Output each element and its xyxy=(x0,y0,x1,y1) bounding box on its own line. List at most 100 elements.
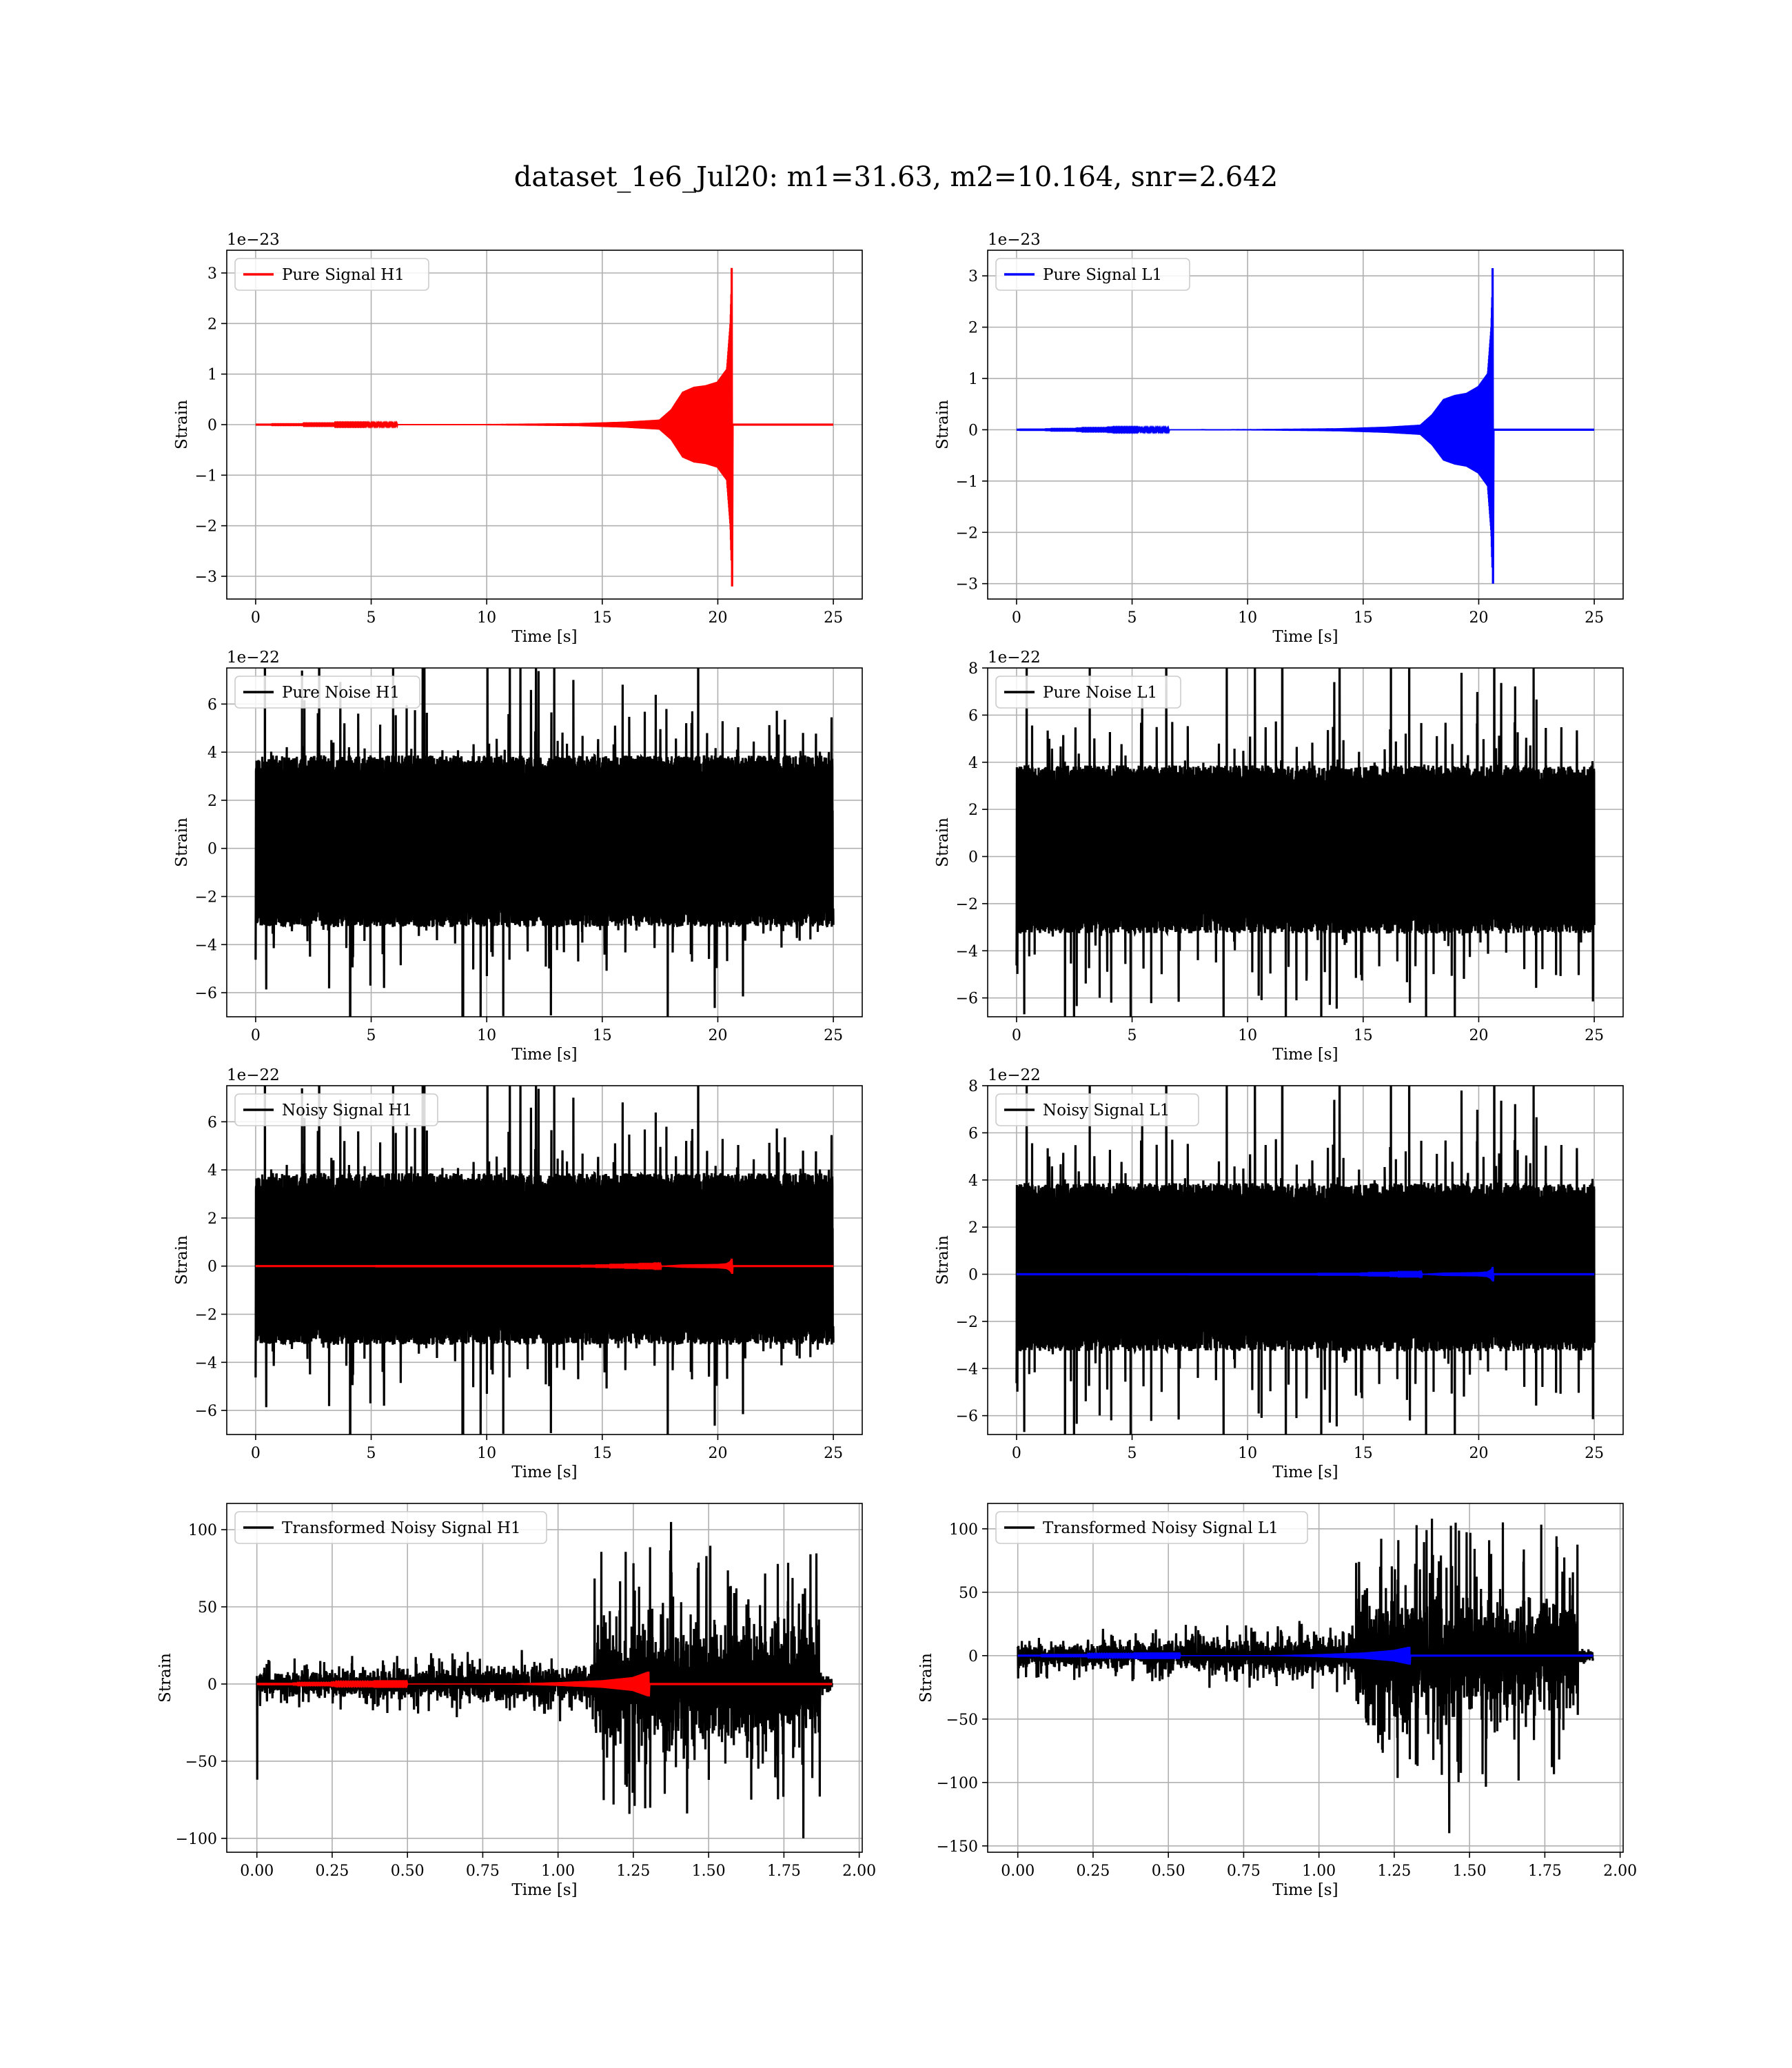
plot-area xyxy=(1017,1519,1594,1834)
x-tick-label: 10 xyxy=(477,609,496,627)
y-tick-label: 6 xyxy=(968,1125,978,1142)
y-tick-label: −1 xyxy=(195,467,217,485)
axis-offset-text: 1e−23 xyxy=(988,231,1041,249)
y-axis-label: Strain xyxy=(156,1653,174,1703)
legend-box xyxy=(234,258,429,291)
y-tick-label: −2 xyxy=(195,1307,217,1324)
subplot-noise_l1: 0 5 10 15 20 25 −6 −4 −2 0 2 4 6 8 Time [s] Strain 1e−22… xyxy=(934,649,1624,1064)
series-line-noise xyxy=(254,1086,835,1435)
legend-box xyxy=(995,1093,1199,1126)
x-tick-label: 0.25 xyxy=(1076,1863,1110,1880)
tick-labels: 0 5 10 15 20 25 −3 −2 −1 0 1 2 3 xyxy=(956,268,1605,627)
x-tick-label: 5 xyxy=(367,1027,376,1044)
x-tick-label: 10 xyxy=(1238,1445,1257,1462)
x-tick-label: 10 xyxy=(477,1027,496,1044)
y-tick-label: 6 xyxy=(207,696,217,713)
axis-offset-text: 1e−23 xyxy=(227,231,280,249)
x-tick-label: 25 xyxy=(824,1445,843,1462)
x-tick-label: 1.75 xyxy=(1528,1863,1562,1880)
y-axis-label: Strain xyxy=(934,1235,952,1285)
x-tick-label: 0.00 xyxy=(240,1863,274,1880)
x-tick-label: 0 xyxy=(1012,609,1021,627)
y-tick-label: 0 xyxy=(207,1676,217,1694)
x-tick-label: 15 xyxy=(1354,1027,1373,1044)
x-axis-label: Time [s] xyxy=(511,1881,577,1899)
y-tick-label: 0 xyxy=(207,417,217,434)
y-tick-label: −2 xyxy=(195,518,217,536)
x-axis-label: Time [s] xyxy=(511,1046,577,1064)
y-tick-label: −100 xyxy=(176,1831,217,1848)
axis-offset-text: 1e−22 xyxy=(227,649,280,667)
x-tick-label: 15 xyxy=(1354,1445,1373,1462)
legend: Transformed Noisy Signal H1 xyxy=(234,1511,547,1544)
y-tick-label: 4 xyxy=(207,1162,217,1179)
y-tick-label: 50 xyxy=(198,1599,217,1616)
legend: Pure Noise H1 xyxy=(234,676,420,709)
legend-label: Pure Noise H1 xyxy=(282,684,400,702)
y-tick-label: −2 xyxy=(956,896,978,913)
x-tick-label: 0 xyxy=(251,1445,261,1462)
subplot-sig_h1: 0 5 10 15 20 25 −3 −2 −1 0 1 2 3 Time [s] Strain 1e−23P… xyxy=(173,231,863,646)
legend-box xyxy=(995,676,1181,709)
x-tick-label: 0.25 xyxy=(315,1863,349,1880)
x-tick-label: 20 xyxy=(1469,1027,1488,1044)
tick-labels: 0.00 0.25 0.50 0.75 1.00 1.25 1.50 1.75 2.00 −100… xyxy=(176,1522,877,1880)
x-tick-label: 15 xyxy=(593,609,612,627)
x-axis-label: Time [s] xyxy=(1272,1881,1338,1899)
x-axis-label: Time [s] xyxy=(511,628,577,646)
plot-area xyxy=(254,1086,835,1435)
legend-label: Noisy Signal H1 xyxy=(282,1102,412,1119)
legend-box xyxy=(995,258,1190,291)
y-tick-label: −3 xyxy=(195,569,217,586)
plot-area xyxy=(254,668,835,1017)
y-tick-label: −50 xyxy=(946,1712,978,1729)
y-tick-label: 2 xyxy=(968,802,978,819)
y-tick-label: 0 xyxy=(968,1648,978,1665)
x-tick-label: 1.00 xyxy=(541,1863,575,1880)
x-tick-label: 20 xyxy=(1469,609,1488,627)
axes-frame xyxy=(226,1503,863,1853)
y-tick-label: 6 xyxy=(968,707,978,724)
x-tick-label: 15 xyxy=(1354,609,1373,627)
x-tick-label: 0 xyxy=(1012,1027,1021,1044)
axes-frame xyxy=(226,667,863,1017)
x-tick-label: 1.75 xyxy=(767,1863,801,1880)
y-axis-label: Strain xyxy=(173,400,191,449)
x-tick-label: 0.75 xyxy=(1227,1863,1261,1880)
x-tick-label: 0.50 xyxy=(1152,1863,1185,1880)
y-axis-label: Strain xyxy=(173,818,191,867)
y-tick-label: 3 xyxy=(207,265,217,283)
subplot-noisy_h1: 0 5 10 15 20 25 −6 −4 −2 0 2 4 6 Time [s] Strain 1e−22 N… xyxy=(173,1066,863,1481)
series-line-noise xyxy=(254,668,835,1017)
y-tick-label: −6 xyxy=(956,1408,978,1426)
x-tick-label: 0.00 xyxy=(1001,1863,1035,1880)
y-tick-label: −2 xyxy=(956,525,978,542)
legend-label: Transformed Noisy Signal H1 xyxy=(282,1519,521,1537)
x-tick-label: 0 xyxy=(251,609,261,627)
x-tick-label: 1.50 xyxy=(692,1863,726,1880)
series-line-signal xyxy=(1016,267,1595,584)
x-axis-label: Time [s] xyxy=(511,1463,577,1481)
y-tick-label: 0 xyxy=(968,422,978,439)
plot-area xyxy=(1015,1086,1596,1435)
y-tick-label: −2 xyxy=(956,1314,978,1331)
plot-area xyxy=(256,1521,833,1838)
y-tick-label: −150 xyxy=(937,1838,978,1856)
y-tick-label: −2 xyxy=(195,889,217,906)
x-tick-label: 25 xyxy=(824,1027,843,1044)
legend-box xyxy=(995,1511,1308,1544)
y-tick-label: −6 xyxy=(195,985,217,1002)
y-axis-label: Strain xyxy=(173,1235,191,1285)
y-tick-label: 2 xyxy=(207,316,217,333)
x-tick-label: 0 xyxy=(251,1027,261,1044)
y-tick-label: 100 xyxy=(188,1522,217,1539)
x-axis-label: Time [s] xyxy=(1272,1046,1338,1064)
axis-offset-text: 1e−22 xyxy=(988,649,1041,667)
series-line-signal xyxy=(255,1258,834,1274)
y-tick-label: 1 xyxy=(968,371,978,388)
legend-box xyxy=(234,1093,438,1126)
x-tick-label: 15 xyxy=(593,1445,612,1462)
x-tick-label: 10 xyxy=(477,1445,496,1462)
subplot-sig_l1: 0 5 10 15 20 25 −3 −2 −1 0 1 2 3 Time [s] Strain 1e−23P… xyxy=(934,231,1624,646)
